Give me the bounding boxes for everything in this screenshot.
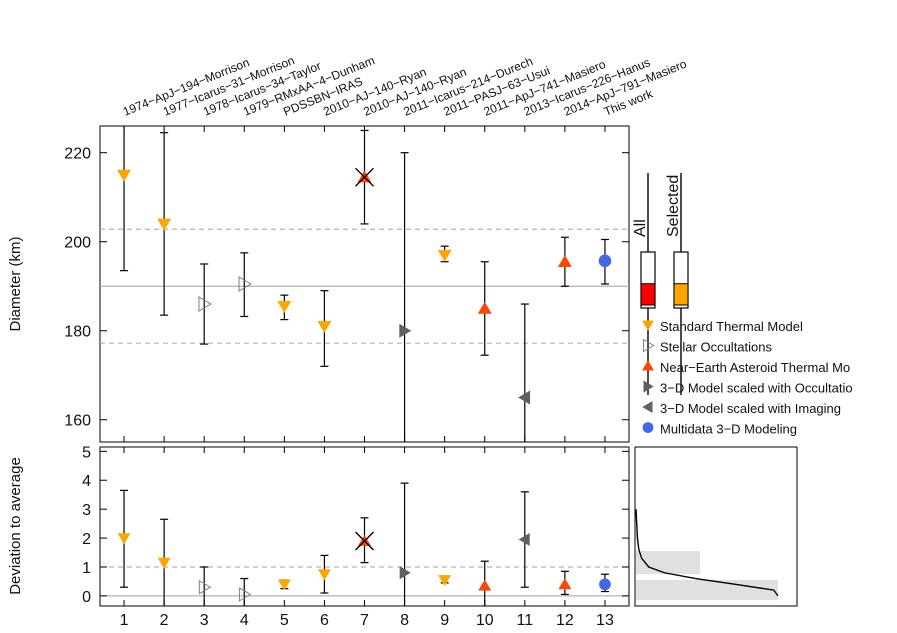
neatm-marker bbox=[642, 360, 654, 371]
model-imaging-marker bbox=[642, 401, 653, 413]
x-tick-label: 11 bbox=[516, 612, 533, 629]
model-occultation-marker bbox=[399, 323, 412, 338]
y-tick-label: 1 bbox=[82, 560, 91, 577]
occultation-marker bbox=[643, 338, 655, 353]
multidata-marker bbox=[598, 254, 612, 268]
selected-box-label: Selected bbox=[665, 175, 682, 237]
legend-label: 3−D Model scaled with Imaging bbox=[660, 401, 841, 416]
neatm-marker bbox=[558, 578, 572, 590]
y-tick-label: 220 bbox=[64, 146, 91, 163]
x-tick-label: 7 bbox=[360, 612, 369, 629]
x-tick-label: 13 bbox=[596, 612, 614, 629]
occultation-marker bbox=[238, 276, 252, 292]
legend-label: Near−Earth Asteroid Thermal Mo bbox=[660, 360, 850, 375]
stm-marker bbox=[438, 575, 452, 587]
multidata-marker bbox=[642, 422, 654, 433]
x-tick-label: 5 bbox=[280, 612, 289, 629]
legend-label: Multidata 3−D Modeling bbox=[660, 422, 797, 437]
model-imaging-marker bbox=[518, 390, 531, 405]
x-tick-label: 9 bbox=[440, 612, 449, 629]
y-tick-label: 160 bbox=[64, 413, 91, 430]
legend-item: Stellar Occultations bbox=[643, 338, 772, 355]
rejected-cross bbox=[355, 531, 374, 551]
model-imaging-marker bbox=[518, 533, 530, 547]
x-tick-label: 2 bbox=[160, 612, 169, 629]
all-box-label: All bbox=[632, 219, 649, 237]
stm-marker bbox=[157, 557, 171, 569]
stm-marker bbox=[317, 569, 331, 581]
legend-item: 3−D Model scaled with Imaging bbox=[642, 401, 841, 416]
x-tick-label: 4 bbox=[240, 612, 249, 629]
occultation-marker bbox=[198, 579, 212, 595]
diameter-axis-label: Diameter (km) bbox=[7, 236, 24, 331]
distribution-curve bbox=[635, 509, 779, 597]
y-tick-label: 0 bbox=[82, 589, 91, 606]
all-box-fill bbox=[640, 283, 656, 306]
rejected-cross bbox=[355, 167, 374, 187]
stm-marker bbox=[437, 249, 452, 262]
x-tick-label: 8 bbox=[400, 612, 409, 629]
model-occultation-marker bbox=[399, 566, 411, 580]
stm-marker bbox=[317, 321, 332, 333]
y-tick-label: 200 bbox=[64, 235, 91, 252]
legend-item: Multidata 3−D Modeling bbox=[642, 422, 797, 437]
distribution-panel-frame bbox=[634, 446, 798, 607]
y-tick-label: 2 bbox=[82, 531, 91, 548]
x-tick-label: 1 bbox=[120, 612, 129, 629]
legend-label: Stellar Occultations bbox=[660, 340, 772, 355]
y-tick-label: 5 bbox=[82, 444, 91, 461]
legend-item: 3−D Model scaled with Occultatio bbox=[643, 380, 853, 396]
deviation-axis-label: Deviation to average bbox=[7, 457, 24, 595]
distribution-bin bbox=[636, 579, 778, 601]
y-tick-label: 180 bbox=[64, 324, 91, 341]
x-tick-label: 12 bbox=[556, 612, 574, 629]
stm-marker bbox=[277, 579, 291, 591]
legend-item: Near−Earth Asteroid Thermal Mo bbox=[642, 360, 850, 375]
occultation-marker bbox=[198, 296, 212, 312]
y-tick-label: 3 bbox=[82, 502, 91, 519]
legend-label: Standard Thermal Model bbox=[660, 319, 803, 334]
x-tick-label: 10 bbox=[476, 612, 494, 629]
stm-marker bbox=[117, 169, 132, 182]
legend-item: Standard Thermal Model bbox=[642, 319, 803, 334]
stm-marker bbox=[117, 533, 131, 545]
legend-label: 3−D Model scaled with Occultatio bbox=[660, 381, 853, 396]
selected-box-fill bbox=[673, 283, 689, 306]
neatm-marker bbox=[478, 579, 492, 591]
model-occultation-marker bbox=[643, 380, 654, 393]
stm-marker bbox=[642, 320, 654, 331]
neatm-marker bbox=[557, 255, 572, 267]
stm-marker bbox=[277, 301, 292, 313]
x-tick-label: 6 bbox=[320, 612, 329, 629]
stm-marker bbox=[157, 218, 172, 231]
neatm-marker bbox=[477, 301, 492, 314]
occultation-marker bbox=[238, 587, 252, 602]
x-tick-label: 3 bbox=[200, 612, 209, 629]
multidata-marker bbox=[599, 578, 611, 591]
y-tick-label: 4 bbox=[82, 473, 91, 490]
